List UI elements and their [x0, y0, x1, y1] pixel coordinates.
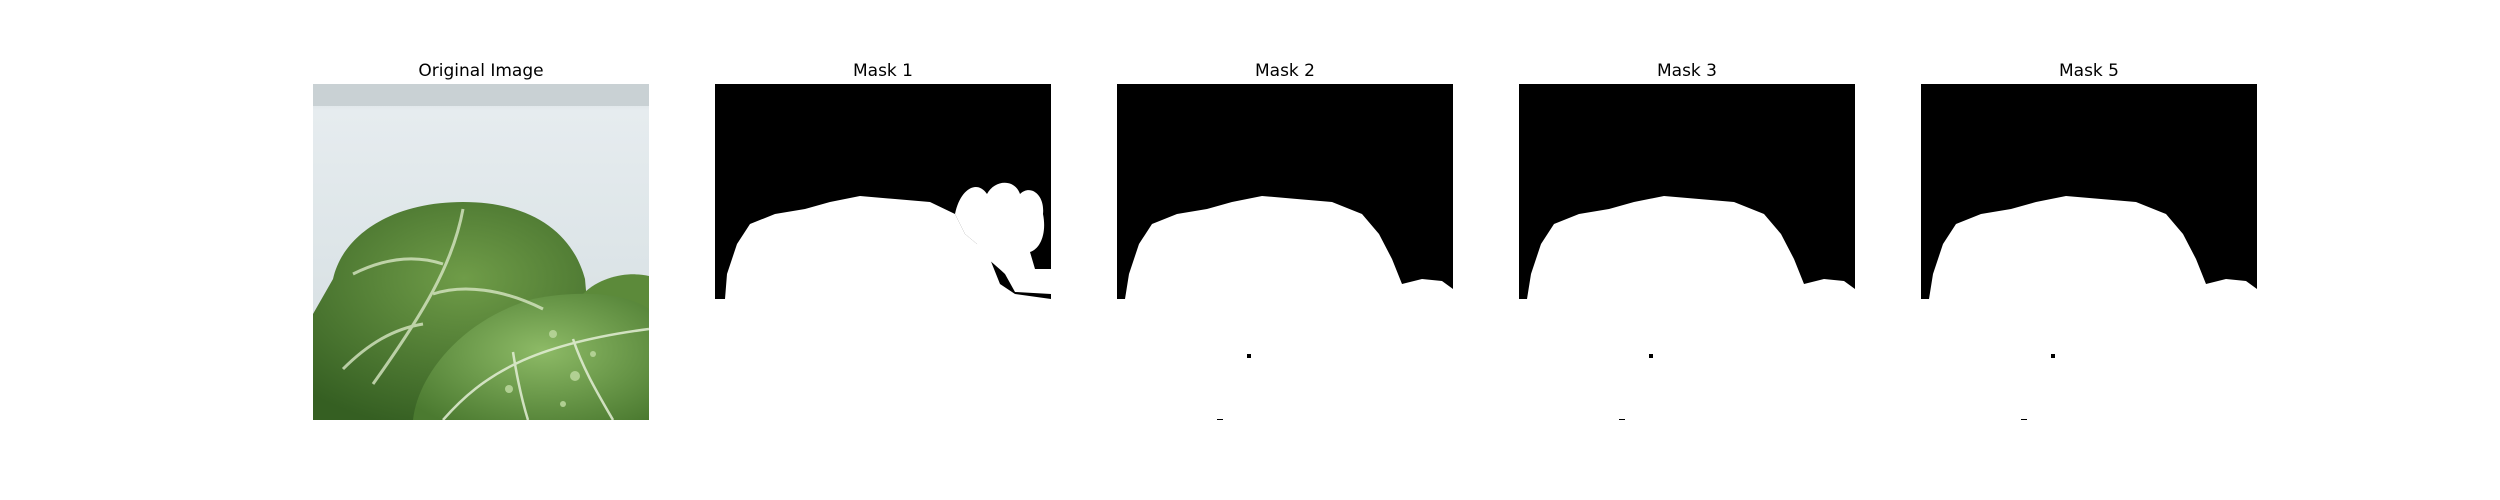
panel-title: Mask 1	[852, 61, 913, 81]
panel-title: Mask 5	[2058, 61, 2119, 81]
original-photo	[313, 84, 649, 420]
mask-3-image	[1519, 84, 1855, 420]
mask-5-image	[1921, 84, 2257, 420]
mask-2-image	[1117, 84, 1453, 420]
panel-title: Original Image	[418, 61, 544, 81]
panel-title: Mask 2	[1254, 61, 1315, 81]
panel-title: Mask 3	[1656, 61, 1717, 81]
mask-1-image	[715, 84, 1051, 420]
